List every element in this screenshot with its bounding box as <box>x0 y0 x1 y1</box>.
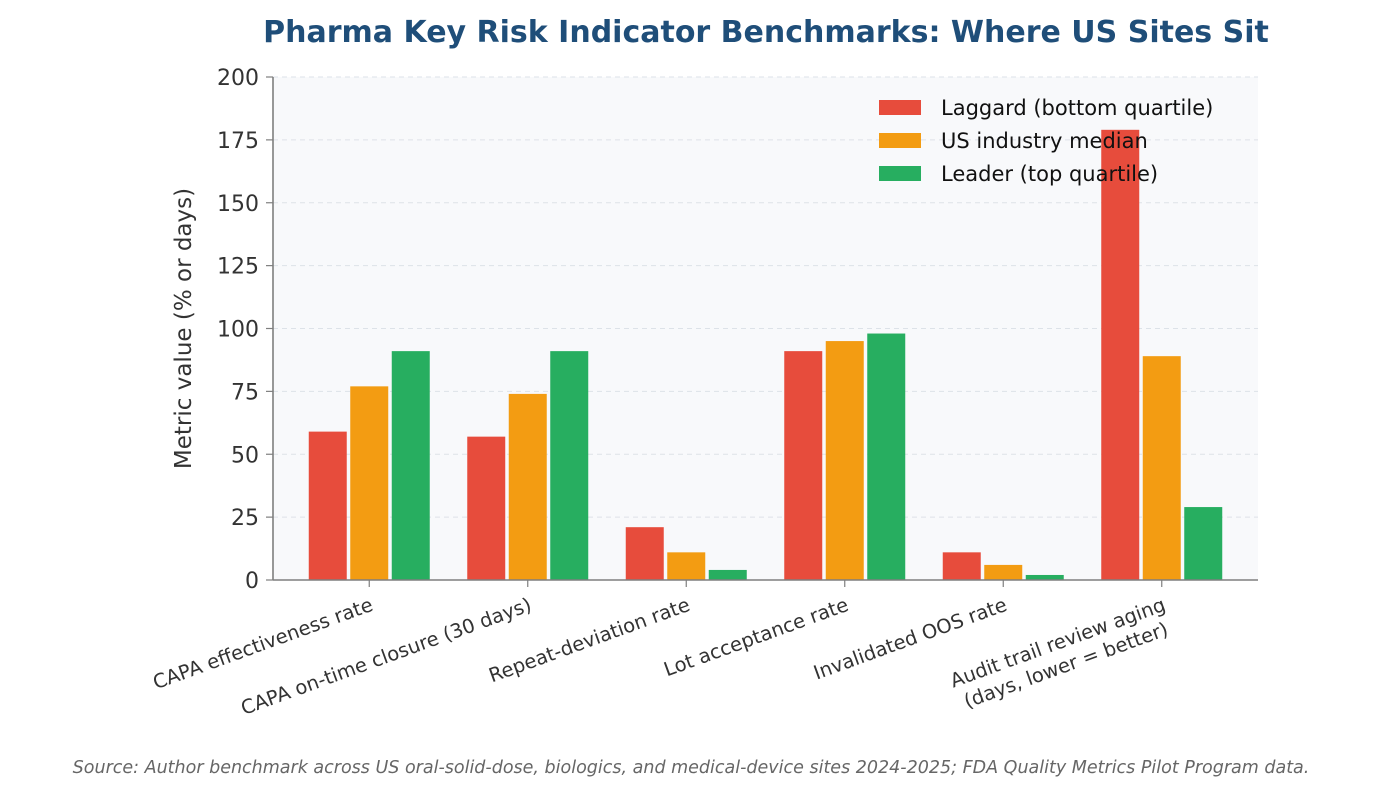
y-tick-label: 25 <box>231 506 259 531</box>
bar <box>1101 129 1140 580</box>
legend-swatch <box>879 166 921 181</box>
bar <box>508 393 547 580</box>
y-tick-label: 125 <box>217 255 259 280</box>
legend: Laggard (bottom quartile) US industry med… <box>879 96 1213 186</box>
y-tick-label: 150 <box>217 192 259 217</box>
y-tick-label: 100 <box>217 318 259 343</box>
bar <box>667 552 706 580</box>
bar <box>942 552 981 580</box>
bar <box>550 351 589 580</box>
legend-label: Leader (top quartile) <box>941 162 1158 186</box>
y-tick-label: 50 <box>231 443 259 468</box>
bar <box>825 341 864 580</box>
bars <box>308 129 1223 580</box>
bar <box>350 386 389 580</box>
bar <box>784 351 823 580</box>
legend-swatch <box>879 133 921 148</box>
legend-label: US industry median <box>941 129 1148 153</box>
gridlines <box>273 76 1258 518</box>
bar <box>391 351 430 580</box>
bar <box>625 527 664 580</box>
legend-label: Laggard (bottom quartile) <box>941 96 1213 120</box>
bar <box>308 431 347 580</box>
bar <box>708 569 747 580</box>
source-caption: Source: Author benchmark across US oral-… <box>72 758 1310 778</box>
y-tick-labels: 0 25 50 75 100 125 150 175 200 <box>217 66 273 594</box>
bar <box>1184 507 1223 580</box>
bar <box>867 333 906 580</box>
y-tick-label: 75 <box>231 380 259 405</box>
y-tick-label: 175 <box>217 129 259 154</box>
y-tick-label: 200 <box>217 66 259 91</box>
legend-swatch <box>879 100 921 115</box>
chart-title: Pharma Key Risk Indicator Benchmarks: Wh… <box>263 15 1269 50</box>
y-axis-label: Metric value (% or days) <box>171 188 197 469</box>
bar <box>467 436 506 580</box>
bar <box>984 564 1023 580</box>
x-tick-label: CAPA on-time closure (30 days) <box>238 593 535 720</box>
bar <box>1025 574 1064 580</box>
y-tick-label: 0 <box>245 569 259 594</box>
bar <box>1142 356 1181 580</box>
x-tick-label-line: CAPA on-time closure (30 days) <box>238 593 535 720</box>
